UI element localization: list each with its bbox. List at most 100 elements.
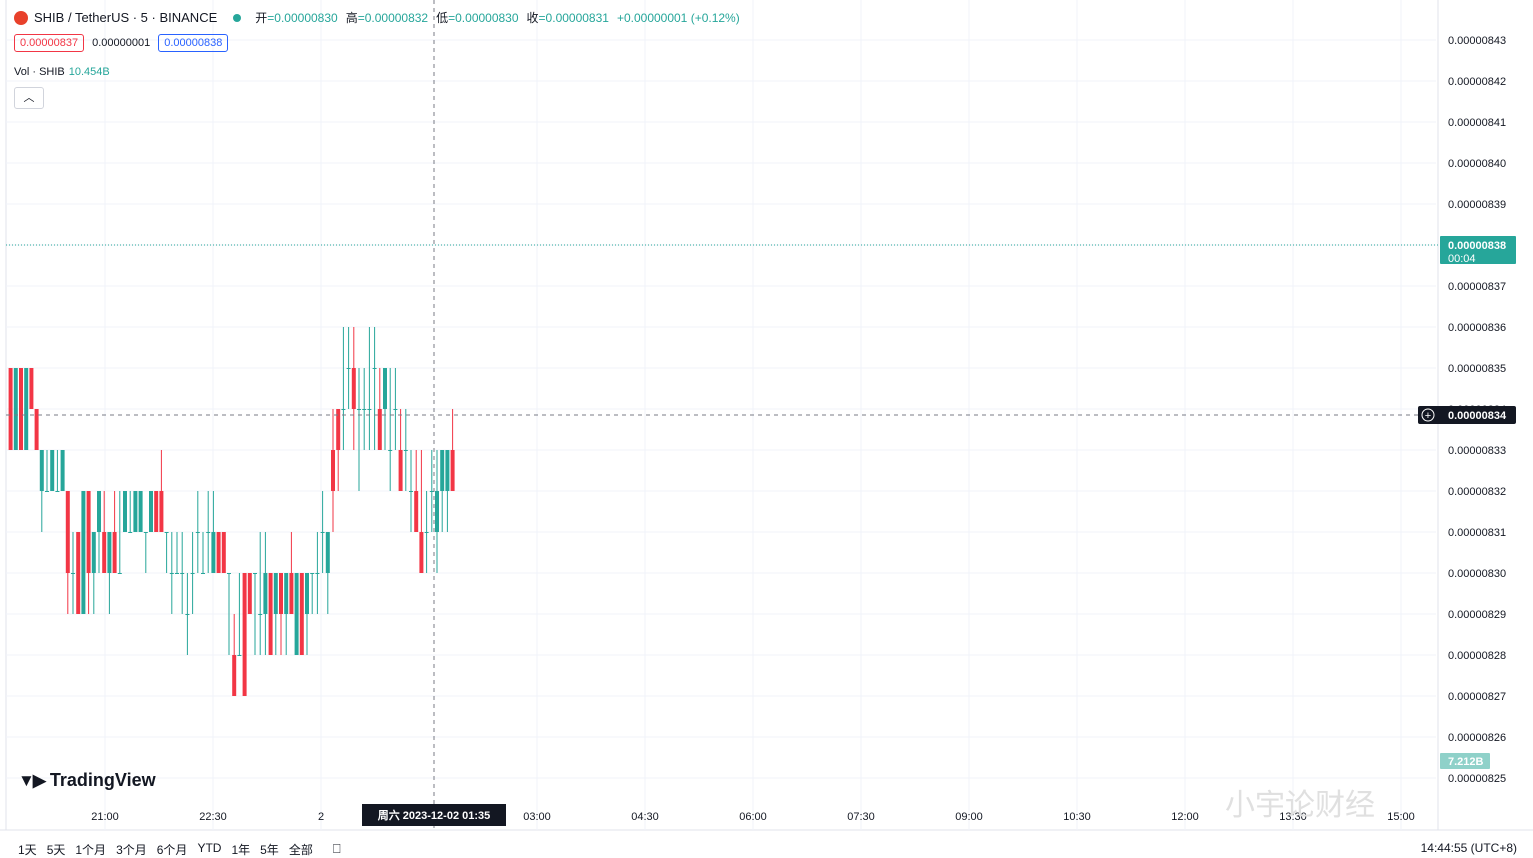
candle-body (247, 573, 252, 614)
candle-body (180, 573, 185, 574)
candle-body (419, 532, 424, 573)
spread-value: 0.00000001 (92, 37, 151, 49)
candle-body (29, 368, 34, 409)
crosshair-price-value: 0.00000834 (1448, 410, 1507, 422)
watermark-text: 小宇论财经 (1225, 789, 1375, 822)
candle-body (107, 532, 112, 573)
symbol-title[interactable]: SHIB / TetherUS · 5 · BINANCE (34, 10, 218, 25)
plus-glyph: + (1425, 410, 1431, 422)
candle-body (409, 491, 413, 492)
candle-body (237, 655, 242, 656)
y-tick-label: 0.00000832 (1448, 486, 1506, 498)
candle-body (294, 573, 299, 655)
symbol-header: SHIB / TetherUS · 5 · BINANCE 开 =0.000008… (14, 9, 748, 26)
timeframe-1y[interactable]: 1年 (231, 843, 251, 857)
candle-body (398, 450, 403, 491)
x-tick-label: 09:00 (955, 811, 983, 823)
candle-body (320, 532, 325, 533)
shib-coin-icon (14, 10, 28, 25)
candle-body (123, 491, 127, 532)
timeframe-5d[interactable]: 5天 (46, 843, 66, 857)
y-tick-label: 0.00000831 (1448, 527, 1506, 539)
timeframe-3m[interactable]: 3个月 (116, 843, 147, 857)
x-tick-label: 21:00 (91, 811, 119, 823)
crosshair-price-badge (1418, 406, 1516, 424)
candle-body (60, 450, 65, 491)
candle-body (24, 368, 29, 450)
candle-body (81, 491, 86, 614)
y-tick-label: 0.00000833 (1448, 445, 1506, 457)
candle-body (242, 573, 247, 696)
candle-body (424, 532, 429, 533)
y-tick-label: 0.00000839 (1448, 199, 1506, 211)
timeframe-1m[interactable]: 1个月 (75, 843, 107, 857)
candle-body (133, 491, 138, 532)
order-buttons: 0.00000837 0.00000001 0.00000838 (14, 34, 229, 52)
candle-body (86, 491, 91, 573)
candle-body (377, 409, 382, 450)
x-tick-label: 04:30 (631, 811, 659, 823)
timeframe-ytd[interactable]: YTD (197, 841, 222, 855)
low-value: =0.00000830 (448, 10, 519, 25)
candle-body (216, 532, 221, 573)
candle-body (149, 491, 153, 532)
x-tick-label: 07:30 (847, 811, 875, 823)
candle-body (440, 450, 445, 491)
candle-body (143, 532, 148, 533)
candle-body (201, 573, 205, 574)
candle-body (8, 368, 13, 450)
candle-body (71, 573, 75, 574)
candle-body (206, 532, 211, 533)
candle-body (164, 532, 169, 533)
x-tick-label: 22:30 (199, 811, 227, 823)
candle-body (435, 491, 439, 532)
clock-timezone[interactable]: 14:44:55 (UTC+8) (1420, 841, 1517, 855)
last-price-countdown: 00:04 (1448, 253, 1476, 265)
candle-body (39, 450, 44, 491)
y-tick-label: 0.00000827 (1448, 691, 1506, 703)
candle-body (325, 532, 330, 573)
candle-body (263, 573, 268, 614)
date-range-icon[interactable]: ⎕ (332, 841, 341, 856)
candle-body (273, 573, 278, 614)
candle-body (50, 450, 55, 491)
y-tick-label: 0.00000843 (1448, 35, 1506, 47)
candle-body (221, 532, 226, 573)
volume-value: 10.454B (68, 66, 110, 78)
candle-body (289, 573, 294, 614)
volume-legend: Vol · SHIB 10.454B (14, 66, 110, 78)
candle-body (138, 491, 143, 532)
candle-body (128, 532, 133, 533)
tradingview-mark-icon: ▼▶ (18, 770, 46, 790)
buy-price-button[interactable]: 0.00000838 (158, 34, 229, 52)
candle-body (362, 409, 367, 410)
timeframe-all[interactable]: 全部 (288, 843, 313, 857)
timeframe-5y[interactable]: 5年 (260, 843, 279, 857)
candle-body (279, 573, 283, 614)
candle-body (253, 573, 257, 574)
candle-body (258, 614, 263, 615)
candle-body (185, 614, 190, 615)
change-value: +0.00000001 (+0.12%) (616, 10, 740, 25)
timeframe-1d[interactable]: 1天 (18, 843, 37, 857)
candle-body (372, 368, 377, 369)
collapse-legend-button[interactable]: ︿ (14, 87, 44, 109)
candle-body (190, 573, 195, 574)
candle-body (336, 409, 341, 450)
timeframe-6m[interactable]: 6个月 (156, 843, 188, 857)
x-tick-label: 06:00 (739, 811, 767, 823)
low-label: 低 (436, 11, 449, 25)
y-tick-label: 0.00000836 (1448, 322, 1506, 334)
candle-body (445, 450, 450, 491)
market-open-dot-icon (233, 13, 242, 22)
sell-price-button[interactable]: 0.00000837 (14, 34, 85, 52)
candle-body (34, 409, 39, 450)
x-tick-label: 10:30 (1063, 811, 1091, 823)
candle-body (315, 573, 320, 574)
close-label: 收 (526, 11, 539, 25)
candle-body (76, 532, 81, 614)
candle-body (211, 532, 216, 573)
tradingview-logo[interactable]: ▼▶ TradingView (18, 770, 156, 791)
crosshair-time-badge (362, 804, 506, 826)
